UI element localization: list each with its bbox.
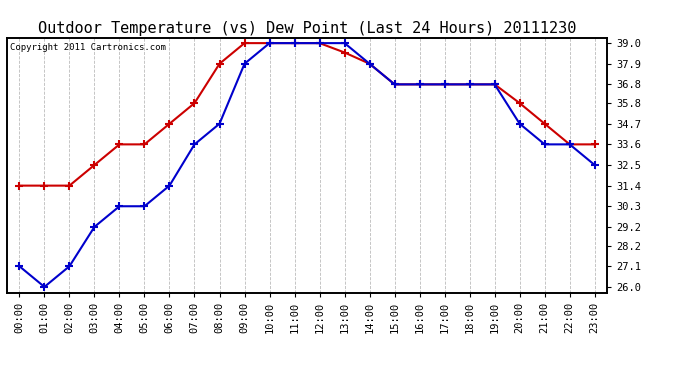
Text: Copyright 2011 Cartronics.com: Copyright 2011 Cartronics.com [10,43,166,52]
Title: Outdoor Temperature (vs) Dew Point (Last 24 Hours) 20111230: Outdoor Temperature (vs) Dew Point (Last… [38,21,576,36]
